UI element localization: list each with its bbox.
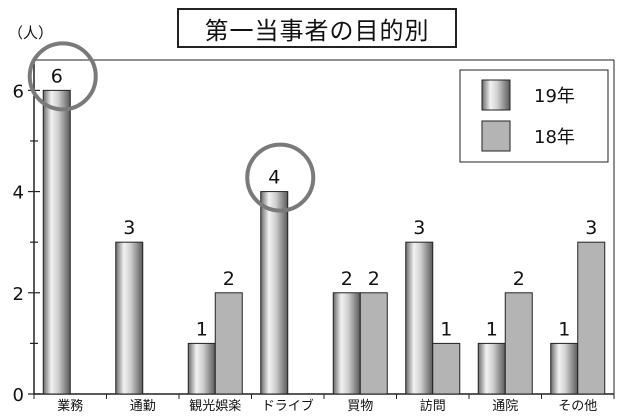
highlight-circle — [27, 41, 98, 112]
x-tick-label: 業務 — [57, 398, 83, 414]
bar-19 — [115, 241, 144, 395]
y-tick-label: 0 — [13, 385, 24, 406]
x-tick-label: 訪問 — [420, 398, 446, 414]
highlight-circle — [245, 142, 316, 213]
value-label: 3 — [123, 217, 135, 239]
x-tick-label: 通院 — [492, 399, 518, 414]
bar-19 — [405, 241, 434, 395]
value-label: 2 — [223, 268, 235, 290]
bar-18 — [214, 292, 243, 395]
y-unit-label: （人） — [8, 24, 54, 42]
bar-19 — [332, 292, 361, 395]
chart-title: 第一当事者の目的別 — [177, 8, 457, 48]
value-label: 3 — [585, 217, 597, 239]
y-tick-label: 6 — [13, 81, 24, 102]
value-label: 2 — [513, 268, 525, 290]
y-tick-label: 2 — [13, 284, 24, 305]
bar-18 — [432, 342, 461, 395]
value-label: 4 — [268, 167, 280, 189]
bar-19 — [260, 191, 289, 395]
value-label: 1 — [196, 318, 208, 340]
legend-label: 18年 — [534, 127, 575, 148]
x-tick-label: ドライブ — [262, 398, 314, 414]
value-label: 1 — [486, 318, 498, 340]
value-label: 2 — [368, 268, 380, 290]
y-tick-label: 4 — [13, 183, 24, 204]
value-label: 1 — [558, 318, 570, 340]
bar-19 — [42, 89, 71, 395]
x-tick-label: 買物 — [347, 399, 373, 414]
legend-swatch — [481, 120, 511, 152]
legend-swatch — [481, 79, 511, 111]
bar-18 — [577, 241, 606, 395]
bar-18 — [359, 292, 388, 395]
bar-18 — [504, 292, 533, 395]
bar-19 — [477, 342, 506, 395]
bar-19 — [187, 342, 216, 395]
x-tick-label: 観光娯楽 — [189, 398, 241, 414]
bar-19 — [550, 342, 579, 395]
x-tick-label: その他 — [558, 399, 597, 414]
value-label: 6 — [51, 65, 63, 87]
value-label: 3 — [413, 217, 425, 239]
value-label: 1 — [440, 318, 452, 340]
x-tick-label: 通勤 — [130, 399, 156, 414]
legend-label: 19年 — [534, 86, 575, 107]
value-label: 2 — [341, 268, 353, 290]
